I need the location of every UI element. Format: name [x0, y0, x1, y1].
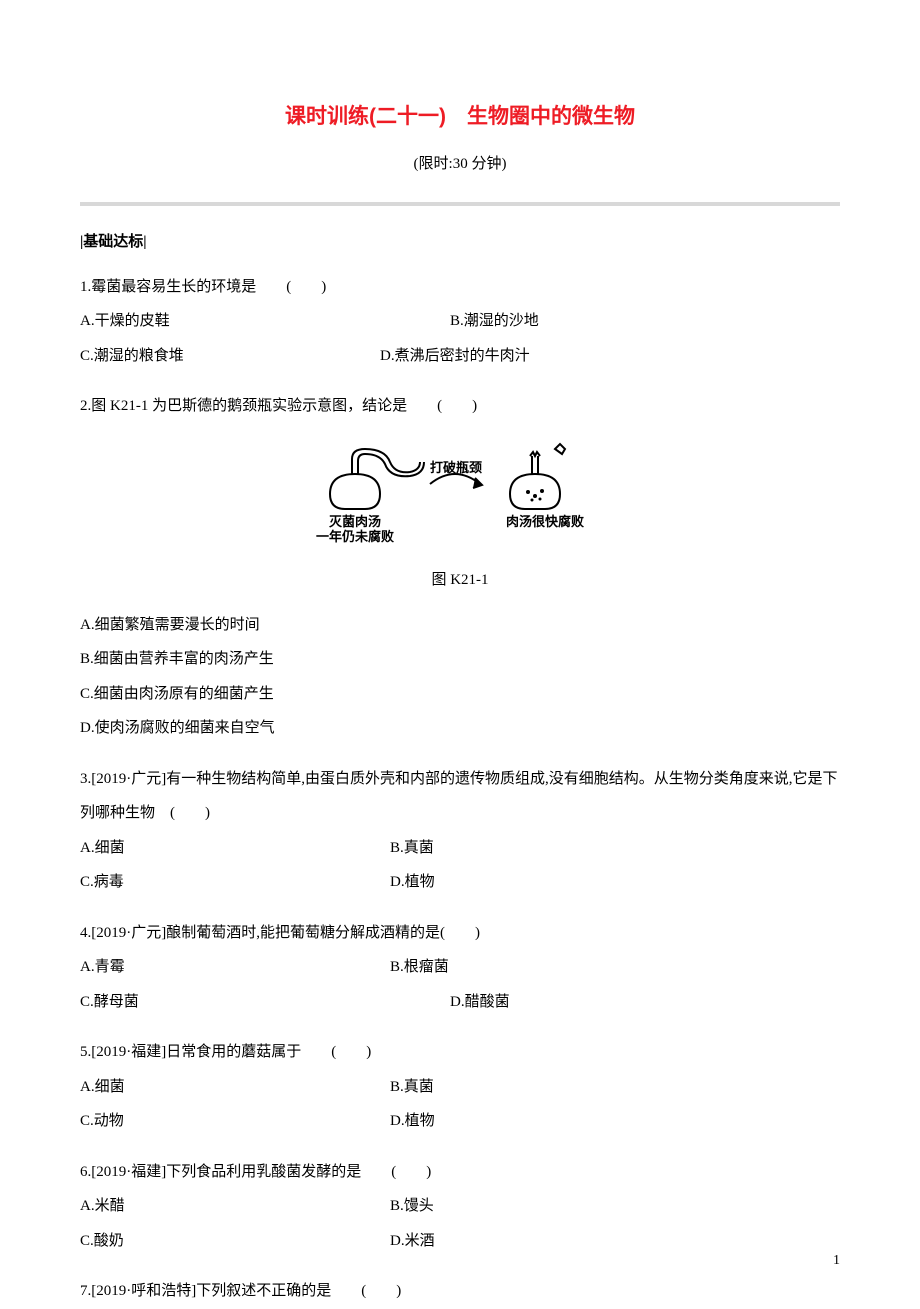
question-text: 5.[2019·福建]日常食用的蘑菇属于 ( ) — [80, 1035, 840, 1070]
label-break-neck: 打破瓶颈 — [430, 460, 482, 475]
option-a: A.细菌繁殖需要漫长的时间 — [80, 608, 840, 643]
option-d: D.植物 — [390, 1104, 840, 1139]
document-title: 课时训练(二十一) 生物圈中的微生物 — [80, 100, 840, 134]
option-row: A.干燥的皮鞋 B.潮湿的沙地 — [80, 304, 840, 339]
option-a: A.青霉 — [80, 950, 390, 985]
option-b: B.真菌 — [390, 1070, 840, 1105]
question-text: 1.霉菌最容易生长的环境是 ( ) — [80, 270, 840, 305]
option-row: C.潮湿的粮食堆 D.煮沸后密封的牛肉汁 — [80, 339, 840, 374]
section-header: |基础达标| — [80, 230, 840, 254]
swan-neck-flask-diagram: 打破瓶颈 灭菌肉汤 一年仍未腐败 肉汤很快腐败 — [310, 434, 610, 544]
time-limit: (限时:30 分钟) — [80, 152, 840, 176]
question-4: 4.[2019·广元]酿制葡萄酒时,能把葡萄糖分解成酒精的是( ) A.青霉 B… — [80, 916, 840, 1020]
option-c: C.酵母菌 — [80, 985, 450, 1020]
option-row: C.酵母菌 D.醋酸菌 — [80, 985, 840, 1020]
question-1: 1.霉菌最容易生长的环境是 ( ) A.干燥的皮鞋 B.潮湿的沙地 C.潮湿的粮… — [80, 270, 840, 374]
label-left-2: 一年仍未腐败 — [316, 529, 394, 544]
option-b: B.馒头 — [390, 1189, 840, 1224]
option-a: A.干燥的皮鞋 — [80, 304, 450, 339]
option-b: B.真菌 — [390, 831, 840, 866]
question-text: 4.[2019·广元]酿制葡萄酒时,能把葡萄糖分解成酒精的是( ) — [80, 916, 840, 951]
option-row: C.酸奶 D.米酒 — [80, 1224, 840, 1259]
question-text: 6.[2019·福建]下列食品利用乳酸菌发酵的是 ( ) — [80, 1155, 840, 1190]
option-b: B.细菌由营养丰富的肉汤产生 — [80, 642, 840, 677]
option-c: C.病毒 — [80, 865, 390, 900]
option-a: A.细菌 — [80, 831, 390, 866]
question-5: 5.[2019·福建]日常食用的蘑菇属于 ( ) A.细菌 B.真菌 C.动物 … — [80, 1035, 840, 1139]
option-row: A.细菌 B.真菌 — [80, 831, 840, 866]
question-3: 3.[2019·广元]有一种生物结构简单,由蛋白质外壳和内部的遗传物质组成,没有… — [80, 762, 840, 900]
option-row: A.细菌 B.真菌 — [80, 1070, 840, 1105]
option-a: A.细菌 — [80, 1070, 390, 1105]
option-d: D.煮沸后密封的牛肉汁 — [380, 339, 840, 374]
label-left-1: 灭菌肉汤 — [328, 514, 381, 529]
question-7: 7.[2019·呼和浩特]下列叙述不正确的是 ( ) — [80, 1274, 840, 1309]
figure-caption: 图 K21-1 — [80, 563, 840, 598]
option-a: A.米醋 — [80, 1189, 390, 1224]
option-d: D.醋酸菌 — [450, 985, 840, 1020]
option-d: D.使肉汤腐败的细菌来自空气 — [80, 711, 840, 746]
question-text: 3.[2019·广元]有一种生物结构简单,由蛋白质外壳和内部的遗传物质组成,没有… — [80, 762, 840, 831]
option-row: A.青霉 B.根瘤菌 — [80, 950, 840, 985]
question-2: 2.图 K21-1 为巴斯德的鹅颈瓶实验示意图，结论是 ( ) 打破瓶颈 — [80, 389, 840, 746]
page-number: 1 — [833, 1250, 840, 1272]
option-c: C.细菌由肉汤原有的细菌产生 — [80, 677, 840, 712]
label-right: 肉汤很快腐败 — [506, 514, 584, 529]
option-c: C.酸奶 — [80, 1224, 390, 1259]
question-text: 2.图 K21-1 为巴斯德的鹅颈瓶实验示意图，结论是 ( ) — [80, 389, 840, 424]
option-c: C.潮湿的粮食堆 — [80, 339, 380, 374]
figure-container: 打破瓶颈 灭菌肉汤 一年仍未腐败 肉汤很快腐败 图 K21-1 — [80, 434, 840, 598]
question-6: 6.[2019·福建]下列食品利用乳酸菌发酵的是 ( ) A.米醋 B.馒头 C… — [80, 1155, 840, 1259]
option-row: C.动物 D.植物 — [80, 1104, 840, 1139]
question-text: 7.[2019·呼和浩特]下列叙述不正确的是 ( ) — [80, 1274, 840, 1309]
option-b: B.潮湿的沙地 — [450, 304, 840, 339]
option-d: D.植物 — [390, 865, 840, 900]
option-d: D.米酒 — [390, 1224, 840, 1259]
option-c: C.动物 — [80, 1104, 390, 1139]
section-divider — [80, 202, 840, 206]
option-row: C.病毒 D.植物 — [80, 865, 840, 900]
option-b: B.根瘤菌 — [390, 950, 840, 985]
option-row: A.米醋 B.馒头 — [80, 1189, 840, 1224]
